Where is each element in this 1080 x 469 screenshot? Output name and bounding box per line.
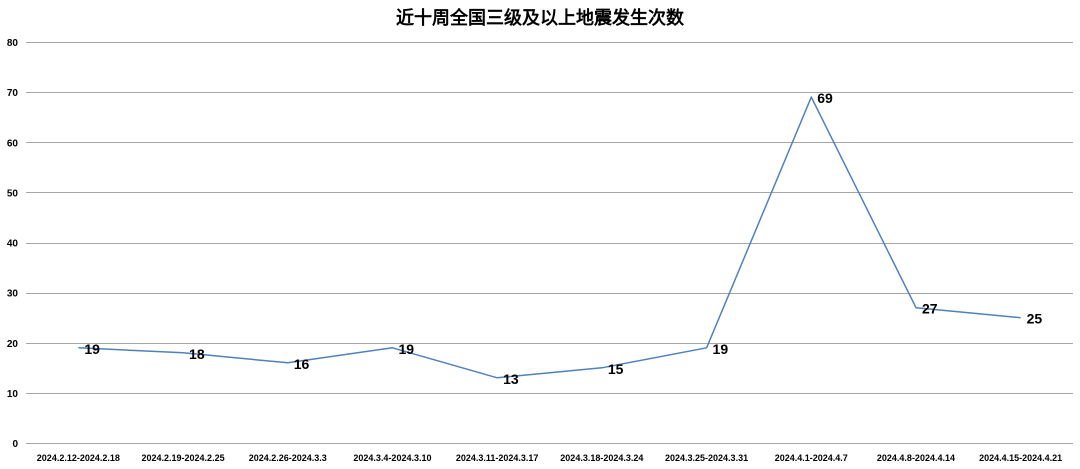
y-tick-label: 70 [7,88,19,99]
y-tick-label: 80 [7,38,19,49]
y-tick-label: 50 [7,188,19,199]
x-tick-label: 2024.2.19-2024.2.25 [142,453,225,463]
x-tick-label: 2024.4.8-2024.4.14 [877,453,955,463]
x-tick-label: 2024.2.26-2024.3.3 [249,453,327,463]
chart-title: 近十周全国三级及以上地震发生次数 [396,7,685,29]
y-axis: 0 10 20 30 40 50 60 70 80 [7,38,19,450]
data-label: 19 [398,341,414,357]
data-labels: 19 18 16 19 13 15 19 69 27 25 [84,90,1042,387]
data-label: 27 [922,301,938,317]
y-tick-label: 40 [7,239,19,250]
data-label: 25 [1027,311,1043,327]
x-tick-label: 2024.3.11-2024.3.17 [456,453,539,463]
y-tick-label: 10 [7,389,19,400]
x-tick-label: 2024.4.1-2024.4.7 [775,453,848,463]
data-label: 13 [503,371,519,387]
gridlines [26,42,1073,444]
data-label: 19 [84,341,100,357]
data-label: 18 [189,346,205,362]
data-label: 16 [294,356,310,372]
data-label: 69 [817,90,833,106]
series-line [78,96,1021,379]
data-label: 15 [608,361,624,377]
y-tick-label: 30 [7,289,19,300]
x-tick-label: 2024.3.4-2024.3.10 [353,453,431,463]
data-label: 19 [713,341,729,357]
x-tick-label: 2024.3.18-2024.3.24 [560,453,643,463]
x-tick-label: 2024.4.15-2024.4.21 [979,453,1062,463]
x-tick-label: 2024.2.12-2024.2.18 [37,453,120,463]
y-tick-label: 0 [12,439,18,450]
series [78,96,1021,379]
y-tick-label: 20 [7,339,19,350]
y-tick-label: 60 [7,138,19,149]
x-tick-label: 2024.3.25-2024.3.31 [665,453,748,463]
x-axis: 2024.2.12-2024.2.18 2024.2.19-2024.2.25 20… [37,453,1062,463]
